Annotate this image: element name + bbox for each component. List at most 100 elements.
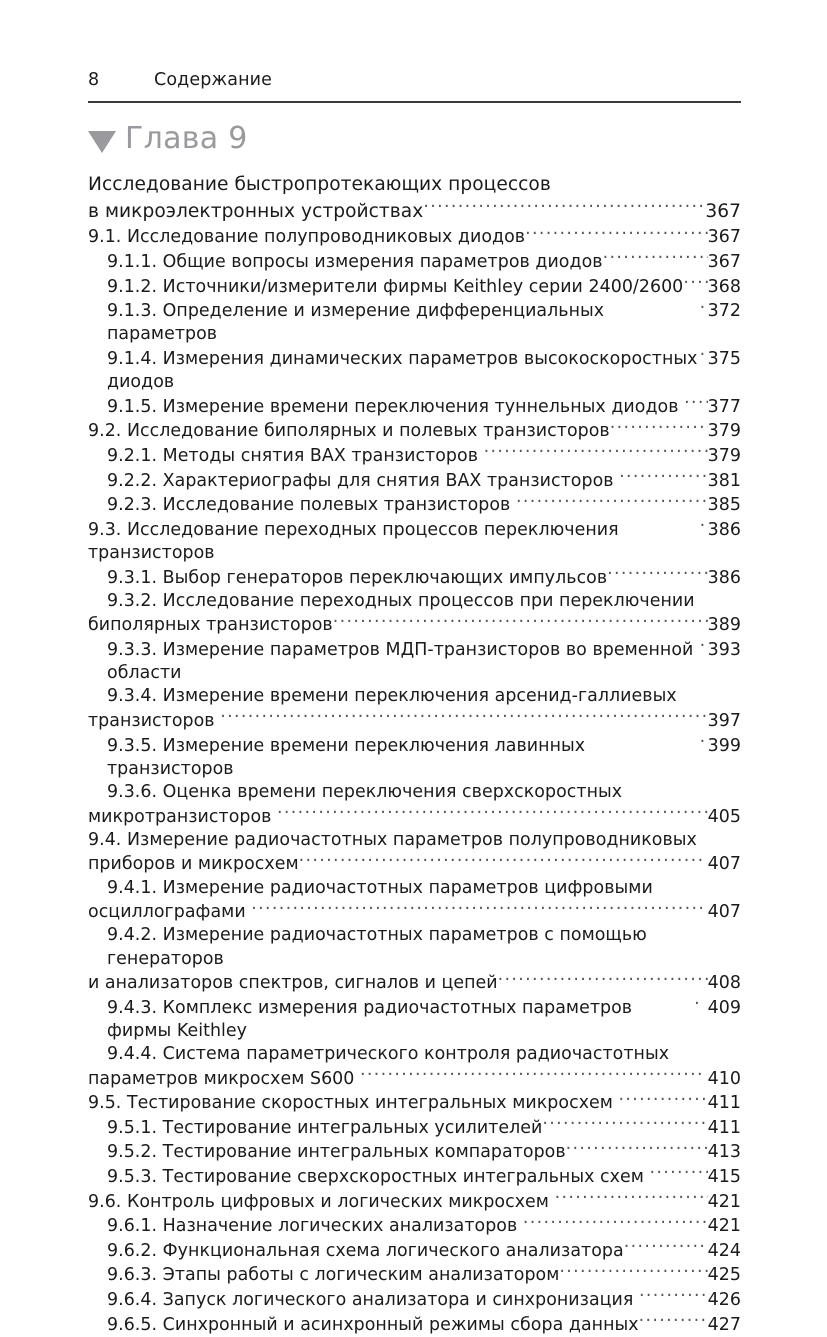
toc-entry[interactable]: 9.4.1. Измерение радиочастотных параметр… (88, 877, 741, 925)
toc-page-number: 408 (707, 973, 741, 994)
toc-entry[interactable]: 9.5.3. Тестирование сверхскоростных инте… (88, 1165, 741, 1190)
toc-entry[interactable]: 9.3.1. Выбор генераторов переключающих и… (88, 565, 741, 590)
toc-entry-title: 9.6.2. Функциональная схема логического … (107, 1240, 624, 1261)
toc-entry[interactable]: 9.2.1. Методы снятия ВАХ транзисторов 37… (88, 444, 741, 469)
toc-page-number: 367 (707, 227, 741, 248)
toc-page-number: 386 (707, 567, 741, 588)
toc-entry-title: 9.6. Контроль цифровых и логических микр… (88, 1191, 555, 1212)
toc-entry[interactable]: 9.6.2. Функциональная схема логического … (88, 1238, 741, 1263)
running-head: 8 Содержание (88, 70, 740, 96)
toc-leader-dots (684, 394, 708, 411)
toc-page-number: 427 (707, 1314, 741, 1335)
toc-entry-title: 9.1.5. Измерение времени переключения ту… (107, 396, 685, 417)
toc-entry[interactable]: 9.3.3. Измерение параметров МДП-транзист… (88, 638, 741, 686)
toc-entry-line: 9.4. Измерение радиочастотных параметров… (88, 829, 741, 852)
toc-entry-line: 9.4.2. Измерение радиочастотных параметр… (88, 924, 741, 970)
toc-entry-line: 9.5. Тестирование скоростных интегральны… (88, 1091, 741, 1116)
toc-entry[interactable]: Исследование быстропротекающих процессов… (88, 171, 741, 225)
toc-entry-title: транзисторов (88, 710, 221, 731)
toc-page-number: 375 (707, 348, 741, 369)
toc-entry-title: 9.5. Тестирование скоростных интегральны… (88, 1093, 619, 1114)
toc-page-number: 410 (702, 1068, 741, 1089)
toc-entry-line: 9.1.4. Измерения динамических параметров… (88, 347, 741, 395)
toc-entry[interactable]: 9.3.4. Измерение времени переключения ар… (88, 685, 741, 733)
toc-leader-dots (516, 493, 708, 510)
toc-leader-dots (542, 1116, 707, 1133)
toc-entry[interactable]: 9.2. Исследование биполярных и полевых т… (88, 419, 741, 444)
toc-entry[interactable]: 9.1.3. Определение и измерение дифференц… (88, 299, 741, 347)
toc-entry[interactable]: 9.3.2. Исследование переходных процессов… (88, 590, 741, 638)
toc-entry-title: 9.4.3. Комплекс измерения радиочастотных… (107, 997, 638, 1041)
toc-entry[interactable]: 9.5. Тестирование скоростных интегральны… (88, 1091, 741, 1116)
toc-leader-dots (498, 971, 708, 988)
toc-entry-title: Исследование быстропротекающих процессов (88, 174, 551, 195)
toc-entry[interactable]: 9.2.3. Исследование полевых транзисторов… (88, 493, 741, 518)
toc-entry[interactable]: 9.3.6. Оценка времени переключения сверх… (88, 781, 741, 829)
toc-page-number: 367 (707, 251, 741, 272)
toc-entry-line: 9.3.4. Измерение времени переключения ар… (88, 685, 741, 708)
toc-page-number: 413 (707, 1142, 741, 1163)
toc-entry[interactable]: 9.5.2. Тестирование интегральных компара… (88, 1140, 741, 1165)
toc-leader-dots (559, 1263, 707, 1280)
toc-leader-dots (694, 995, 702, 1012)
toc-entry[interactable]: 9.3.5. Измерение времени переключения ла… (88, 733, 741, 781)
toc-page-number: 411 (707, 1093, 741, 1114)
chapter-label: Глава 9 (125, 121, 248, 156)
toc-leader-dots (619, 1091, 708, 1108)
toc-entry-title: 9.2.1. Методы снятия ВАХ транзисторов (107, 445, 484, 466)
toc-leader-dots (700, 347, 708, 364)
toc-leader-dots (619, 468, 708, 485)
page-folio: 8 (88, 70, 100, 90)
toc-entry-line: 9.4.3. Комплекс измерения радиочастотных… (88, 995, 741, 1043)
toc-leader-dots (700, 299, 708, 316)
toc-entry[interactable]: 9.1. Исследование полупроводниковых диод… (88, 225, 741, 250)
toc-entry[interactable]: 9.6.3. Этапы работы с логическим анализа… (88, 1263, 741, 1288)
toc-page-number: 379 (707, 445, 741, 466)
toc-entry[interactable]: 9.1.5. Измерение времени переключения ту… (88, 394, 741, 419)
toc-entry-line: 9.6.1. Назначение логических анализаторо… (88, 1214, 741, 1239)
toc-entry[interactable]: 9.6.5. Синхронный и асинхронный режимы с… (88, 1312, 741, 1337)
toc-page-number: 424 (707, 1240, 741, 1261)
toc-entry[interactable]: 9.1.2. Источники/измерители фирмы Keithl… (88, 274, 741, 299)
toc-entry[interactable]: 9.5.1. Тестирование интегральных усилите… (88, 1116, 741, 1141)
toc-leader-dots (484, 444, 708, 461)
toc-leader-dots (700, 733, 708, 750)
toc-entry[interactable]: 9.6.4. Запуск логического анализатора и … (88, 1288, 741, 1313)
header-divider (88, 101, 741, 103)
toc-entry[interactable]: 9.1.1. Общие вопросы измерения параметро… (88, 250, 741, 275)
toc-entry-title: 9.6.1. Назначение логических анализаторо… (107, 1216, 523, 1237)
toc-leader-dots (423, 198, 705, 217)
toc-entry[interactable]: 9.3. Исследование переходных процессов п… (88, 517, 741, 565)
toc-entry[interactable]: 9.4.4. Система параметрического контроля… (88, 1043, 741, 1091)
toc-entry[interactable]: 9.6. Контроль цифровых и логических микр… (88, 1189, 741, 1214)
toc-entry-title: 9.3.4. Измерение времени переключения ар… (107, 686, 677, 707)
toc-leader-dots (333, 613, 708, 630)
toc-entry-line: 9.3.5. Измерение времени переключения ла… (88, 733, 741, 781)
toc-entry[interactable]: 9.4. Измерение радиочастотных параметров… (88, 829, 741, 877)
toc-entry-title: биполярных транзисторов (88, 615, 333, 636)
toc-entry-line: 9.4.4. Система параметрического контроля… (88, 1043, 741, 1066)
toc-entry[interactable]: 9.6.1. Назначение логических анализаторо… (88, 1214, 741, 1239)
toc-entry[interactable]: 9.4.2. Измерение радиочастотных параметр… (88, 924, 741, 995)
toc-leader-dots (639, 1288, 708, 1305)
toc-entry-line: 9.4.1. Измерение радиочастотных параметр… (88, 877, 741, 900)
toc-leader-dots (220, 709, 707, 726)
toc-entry-title: 9.4.4. Система параметрического контроля… (107, 1044, 670, 1065)
toc-entry-line: 9.3.2. Исследование переходных процессов… (88, 590, 741, 613)
toc-entry-line: 9.1.5. Измерение времени переключения ту… (88, 394, 741, 419)
toc-entry-title: 9.5.2. Тестирование интегральных компара… (107, 1142, 566, 1163)
toc-entry-continuation: микротранзисторов 405 (88, 804, 741, 829)
toc-entry-line: 9.3.1. Выбор генераторов переключающих и… (88, 565, 741, 590)
toc-entry-title: 9.2.3. Исследование полевых транзисторов (107, 495, 516, 516)
toc-entry[interactable]: 9.4.3. Комплекс измерения радиочастотных… (88, 995, 741, 1043)
toc-page-number: 393 (707, 639, 741, 660)
toc-entry[interactable]: 9.2.2. Характериографы для снятия ВАХ тр… (88, 468, 741, 493)
toc-page-number: 426 (707, 1290, 741, 1311)
toc-entry-continuation: биполярных транзисторов 389 (88, 613, 741, 638)
toc-entry-continuation: транзисторов 397 (88, 709, 741, 734)
toc-entry[interactable]: 9.1.4. Измерения динамических параметров… (88, 347, 741, 395)
toc-page-number: 377 (707, 396, 741, 417)
toc-leader-dots (639, 1312, 708, 1329)
toc-leader-dots (555, 1189, 708, 1206)
toc-leader-dots (700, 517, 708, 534)
